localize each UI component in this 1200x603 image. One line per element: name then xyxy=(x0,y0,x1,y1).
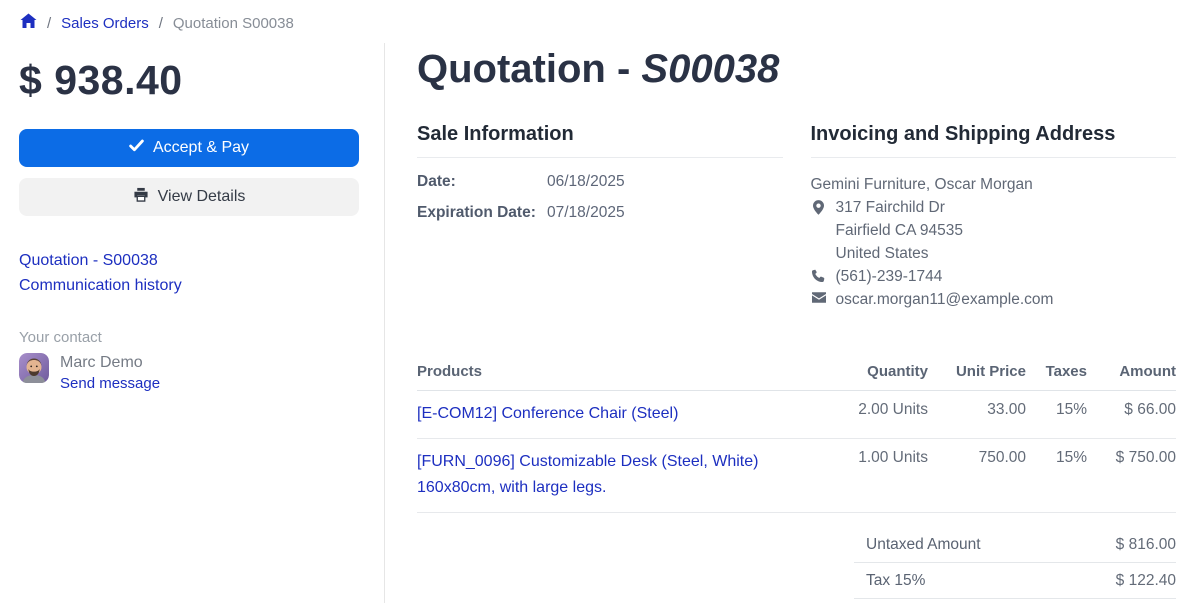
table-row: [E-COM12] Conference Chair (Steel) 2.00 … xyxy=(417,390,1176,439)
address-heading: Invoicing and Shipping Address xyxy=(810,123,1176,158)
col-header-quantity: Quantity xyxy=(806,354,928,391)
product-link[interactable]: [FURN_0096] Customizable Desk (Steel, Wh… xyxy=(417,453,759,496)
address-section: Invoicing and Shipping Address Gemini Fu… xyxy=(810,123,1177,311)
expiration-date-label: Expiration Date: xyxy=(417,204,536,221)
accept-pay-button[interactable]: Accept & Pay xyxy=(19,129,359,167)
products-header-row: Products Quantity Unit Price Taxes Amoun… xyxy=(417,354,1176,391)
phone-icon xyxy=(811,265,827,282)
breadcrumb-separator: / xyxy=(47,14,52,32)
product-amount: $ 66.00 xyxy=(1087,390,1176,439)
col-header-taxes: Taxes xyxy=(1026,354,1087,391)
date-row: Date: 06/18/2025 xyxy=(417,173,783,191)
sidebar-links: Quotation - S00038 Communication history xyxy=(19,248,358,298)
date-value: 06/18/2025 xyxy=(547,173,625,190)
col-header-amount: Amount xyxy=(1087,354,1176,391)
view-details-button[interactable]: View Details xyxy=(19,178,359,216)
product-link[interactable]: [E-COM12] Conference Chair (Steel) xyxy=(417,405,679,422)
product-taxes: 15% xyxy=(1026,390,1087,439)
address-company: Gemini Furniture, Oscar Morgan xyxy=(810,176,1033,193)
product-unit-price: 750.00 xyxy=(928,438,1026,513)
main-content: Quotation - S00038 Sale Information Date… xyxy=(385,43,1200,603)
envelope-icon xyxy=(811,288,827,303)
products-table: Products Quantity Unit Price Taxes Amoun… xyxy=(417,354,1176,513)
untaxed-amount-value: $ 816.00 xyxy=(1115,535,1176,553)
address-email-line: oscar.morgan11@example.com xyxy=(811,288,1177,311)
product-unit-price: 33.00 xyxy=(928,390,1026,439)
breadcrumb-home-link[interactable] xyxy=(20,13,37,33)
product-quantity: 1.00 Units xyxy=(806,438,928,513)
sidebar-link-quotation[interactable]: Quotation - S00038 xyxy=(19,252,158,269)
total-row: Total $ 938.40 xyxy=(854,599,1176,603)
send-message-link[interactable]: Send message xyxy=(60,375,161,392)
address-country: United States xyxy=(835,245,929,262)
breadcrumb-sales-orders-link[interactable]: Sales Orders xyxy=(61,14,149,32)
address-city: Fairfield CA 94535 xyxy=(835,222,964,239)
tax-row: Tax 15% $ 122.40 xyxy=(854,563,1176,599)
address-email: oscar.morgan11@example.com xyxy=(835,291,1054,308)
address-phone-line: (561)-239-1744 xyxy=(811,265,1177,288)
view-details-label: View Details xyxy=(157,188,246,205)
page-title: Quotation - S00038 xyxy=(417,47,780,91)
home-icon xyxy=(20,13,37,33)
map-pin-icon xyxy=(811,196,827,215)
amount-due: $ 938.40 xyxy=(19,57,183,103)
untaxed-amount-row: Untaxed Amount $ 816.00 xyxy=(854,527,1176,563)
address-phone: (561)-239-1744 xyxy=(835,268,943,285)
breadcrumb: / Sales Orders / Quotation S00038 xyxy=(0,0,1200,33)
date-label: Date: xyxy=(417,173,456,190)
product-taxes: 15% xyxy=(1026,438,1087,513)
quotation-reference: S00038 xyxy=(641,47,780,91)
product-quantity: 2.00 Units xyxy=(806,390,928,439)
page-layout: $ 938.40 Accept & Pay View Details Quota… xyxy=(0,43,1200,603)
col-header-products: Products xyxy=(417,354,806,391)
check-icon xyxy=(129,139,144,157)
breadcrumb-current: Quotation S00038 xyxy=(172,14,294,32)
accept-pay-label: Accept & Pay xyxy=(152,139,250,156)
tax-label: Tax 15% xyxy=(866,571,926,589)
printer-icon xyxy=(133,187,149,207)
your-contact-label: Your contact xyxy=(19,329,102,346)
breadcrumb-separator: / xyxy=(158,14,163,32)
sale-information-heading: Sale Information xyxy=(417,123,783,158)
contact-card: Marc Demo Send message xyxy=(19,353,358,394)
table-row: [FURN_0096] Customizable Desk (Steel, Wh… xyxy=(417,438,1176,513)
avatar xyxy=(19,353,49,383)
expiration-date-row: Expiration Date: 07/18/2025 xyxy=(417,204,783,222)
sidebar: $ 938.40 Accept & Pay View Details Quota… xyxy=(0,43,385,603)
col-header-unit-price: Unit Price xyxy=(928,354,1026,391)
tax-value: $ 122.40 xyxy=(1115,571,1176,589)
untaxed-amount-label: Untaxed Amount xyxy=(866,535,981,553)
expiration-date-value: 07/18/2025 xyxy=(547,204,625,221)
sale-information-section: Sale Information Date: 06/18/2025 Expira… xyxy=(417,123,783,311)
totals-table: Untaxed Amount $ 816.00 Tax 15% $ 122.40… xyxy=(854,527,1176,603)
contact-name: Marc Demo xyxy=(60,354,143,371)
address-street-line: 317 Fairchild Dr xyxy=(811,196,1177,219)
sidebar-link-communication-history[interactable]: Communication history xyxy=(19,277,182,294)
address-street: 317 Fairchild Dr xyxy=(835,199,945,216)
product-amount: $ 750.00 xyxy=(1087,438,1176,513)
